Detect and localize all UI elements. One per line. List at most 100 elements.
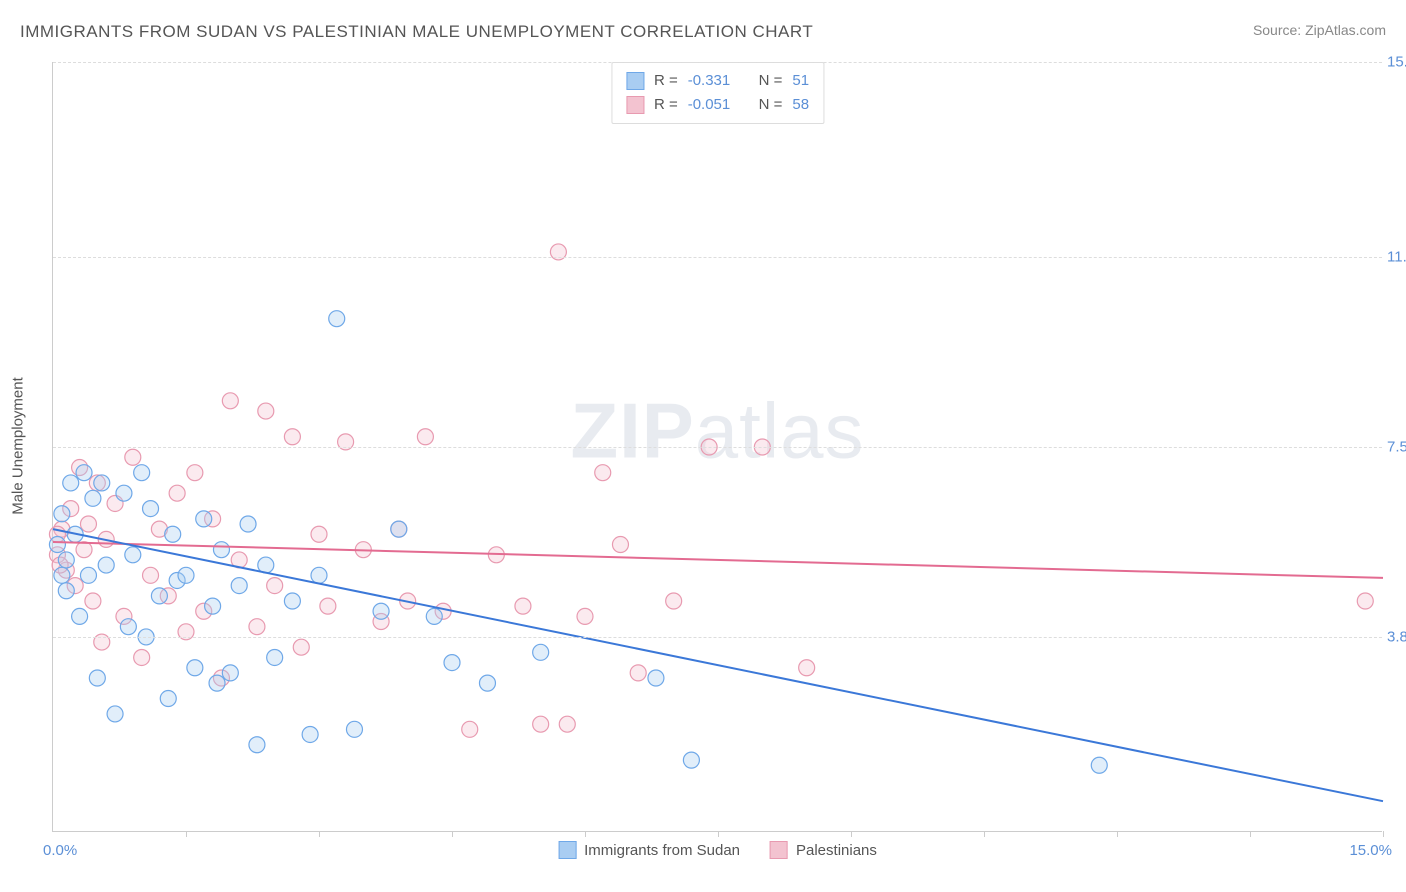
data-point bbox=[143, 501, 159, 517]
data-point bbox=[302, 726, 318, 742]
data-point bbox=[417, 429, 433, 445]
data-point bbox=[58, 583, 74, 599]
x-tick bbox=[1383, 831, 1384, 837]
data-point bbox=[1357, 593, 1373, 609]
data-point bbox=[231, 578, 247, 594]
x-tick bbox=[186, 831, 187, 837]
data-point bbox=[391, 521, 407, 537]
data-point bbox=[595, 465, 611, 481]
data-point bbox=[58, 552, 74, 568]
data-point bbox=[72, 608, 88, 624]
data-point bbox=[169, 485, 185, 501]
x-origin-label: 0.0% bbox=[43, 842, 77, 859]
data-point bbox=[80, 567, 96, 583]
data-point bbox=[165, 526, 181, 542]
chart-plot-area: ZIPatlas R = -0.331 N = 51 R = -0.051 N … bbox=[52, 62, 1382, 832]
data-point bbox=[125, 449, 141, 465]
y-tick-label: 7.5% bbox=[1387, 439, 1406, 456]
data-point bbox=[515, 598, 531, 614]
data-point bbox=[1091, 757, 1107, 773]
data-point bbox=[267, 578, 283, 594]
data-point bbox=[630, 665, 646, 681]
data-point bbox=[196, 511, 212, 527]
data-point bbox=[125, 547, 141, 563]
data-point bbox=[293, 639, 309, 655]
data-point bbox=[187, 660, 203, 676]
swatch-sudan bbox=[626, 72, 644, 90]
data-point bbox=[107, 706, 123, 722]
legend-item-palestinian: Palestinians bbox=[770, 841, 877, 859]
data-point bbox=[559, 716, 575, 732]
x-tick bbox=[319, 831, 320, 837]
data-point bbox=[648, 670, 664, 686]
data-point bbox=[98, 557, 114, 573]
grid-line bbox=[53, 62, 1382, 63]
x-tick bbox=[585, 831, 586, 837]
data-point bbox=[311, 526, 327, 542]
data-point bbox=[320, 598, 336, 614]
data-point bbox=[143, 567, 159, 583]
data-point bbox=[178, 567, 194, 583]
grid-line bbox=[53, 257, 1382, 258]
bottom-legend: Immigrants from Sudan Palestinians bbox=[558, 841, 877, 859]
data-point bbox=[222, 393, 238, 409]
data-point bbox=[76, 542, 92, 558]
data-point bbox=[249, 737, 265, 753]
data-point bbox=[222, 665, 238, 681]
data-point bbox=[249, 619, 265, 635]
data-point bbox=[94, 475, 110, 491]
data-point bbox=[666, 593, 682, 609]
data-point bbox=[85, 593, 101, 609]
x-tick bbox=[984, 831, 985, 837]
data-point bbox=[426, 608, 442, 624]
data-point bbox=[479, 675, 495, 691]
source-attribution: Source: ZipAtlas.com bbox=[1253, 22, 1386, 38]
data-point bbox=[89, 670, 105, 686]
data-point bbox=[205, 598, 221, 614]
data-point bbox=[120, 619, 136, 635]
stats-row-sudan: R = -0.331 N = 51 bbox=[626, 69, 809, 93]
data-point bbox=[284, 593, 300, 609]
y-tick-label: 15.0% bbox=[1387, 54, 1406, 71]
stats-row-palestinian: R = -0.051 N = 58 bbox=[626, 93, 809, 117]
data-point bbox=[462, 721, 478, 737]
swatch-sudan-icon bbox=[558, 841, 576, 859]
x-tick bbox=[718, 831, 719, 837]
x-max-label: 15.0% bbox=[1349, 842, 1392, 859]
data-point bbox=[533, 716, 549, 732]
data-point bbox=[80, 516, 96, 532]
data-point bbox=[116, 485, 132, 501]
data-point bbox=[373, 603, 389, 619]
swatch-palestinian-icon bbox=[770, 841, 788, 859]
regression-line bbox=[53, 542, 1383, 578]
regression-line bbox=[53, 529, 1383, 801]
data-point bbox=[329, 311, 345, 327]
data-point bbox=[267, 649, 283, 665]
data-point bbox=[54, 506, 70, 522]
swatch-palestinian bbox=[626, 96, 644, 114]
data-point bbox=[284, 429, 300, 445]
data-point bbox=[799, 660, 815, 676]
data-point bbox=[346, 721, 362, 737]
data-point bbox=[134, 465, 150, 481]
y-tick-label: 3.8% bbox=[1387, 628, 1406, 645]
data-point bbox=[160, 691, 176, 707]
legend-item-sudan: Immigrants from Sudan bbox=[558, 841, 740, 859]
data-point bbox=[85, 490, 101, 506]
y-axis-label: Male Unemployment bbox=[10, 377, 27, 515]
data-point bbox=[240, 516, 256, 532]
data-point bbox=[76, 465, 92, 481]
data-point bbox=[311, 567, 327, 583]
data-point bbox=[209, 675, 225, 691]
x-tick bbox=[452, 831, 453, 837]
x-tick bbox=[851, 831, 852, 837]
data-point bbox=[533, 644, 549, 660]
chart-title: IMMIGRANTS FROM SUDAN VS PALESTINIAN MAL… bbox=[20, 22, 813, 42]
data-point bbox=[187, 465, 203, 481]
data-point bbox=[577, 608, 593, 624]
data-point bbox=[258, 403, 274, 419]
x-tick bbox=[1117, 831, 1118, 837]
data-point bbox=[134, 649, 150, 665]
data-point bbox=[213, 542, 229, 558]
grid-line bbox=[53, 447, 1382, 448]
